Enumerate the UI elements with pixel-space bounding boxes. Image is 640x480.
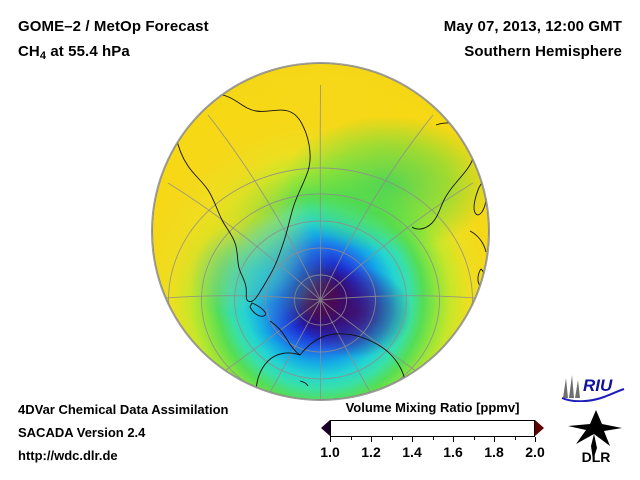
colorbar-title: Volume Mixing Ratio [ppmv] bbox=[345, 400, 520, 415]
colorbar-minor-tick bbox=[473, 437, 475, 440]
colorbar-extend-low-arrow bbox=[321, 420, 330, 436]
graticule-grid bbox=[152, 84, 489, 400]
colorbar-ticks bbox=[330, 437, 536, 442]
colorbar-tick-labels: 1.0 1.2 1.4 1.6 1.8 2.0 bbox=[320, 444, 544, 462]
species-subscript: 4 bbox=[39, 50, 47, 62]
dlr-logo-text: DLR bbox=[582, 449, 611, 464]
colorbar-tick-label: 1.2 bbox=[361, 444, 381, 460]
colorbar-minor-tick bbox=[432, 437, 434, 440]
footer-version: SACADA Version 2.4 bbox=[18, 425, 146, 440]
footer-url[interactable]: http://wdc.dlr.de bbox=[18, 448, 118, 463]
riu-logo-text: RIU bbox=[583, 376, 613, 395]
colorbar-tick-label: 1.6 bbox=[443, 444, 463, 460]
coastlines bbox=[174, 92, 487, 400]
colorbar-tick-label: 2.0 bbox=[525, 444, 545, 460]
colorbar-gradient bbox=[330, 420, 535, 437]
colorbar-extend-high-arrow bbox=[535, 420, 544, 436]
colorbar-tick-label: 1.8 bbox=[484, 444, 504, 460]
colorbar-major-tick bbox=[494, 437, 495, 442]
colorbar-minor-tick bbox=[514, 437, 516, 440]
instrument-title: GOME–2 / MetOp Forecast bbox=[18, 18, 209, 35]
colorbar-minor-tick bbox=[350, 437, 352, 440]
globe-disc bbox=[152, 63, 489, 400]
dlr-logo: DLR bbox=[568, 410, 622, 464]
region-label: Southern Hemisphere bbox=[464, 43, 622, 60]
colorbar-minor-tick bbox=[391, 437, 393, 440]
colorbar-major-tick bbox=[453, 437, 454, 442]
colorbar-major-tick bbox=[412, 437, 413, 442]
colorbar-major-tick bbox=[535, 437, 536, 442]
colorbar-tick-label: 1.4 bbox=[402, 444, 422, 460]
globe-map bbox=[152, 63, 489, 400]
riu-logo: RIU bbox=[561, 375, 625, 402]
species-level: at 55.4 hPa bbox=[46, 43, 130, 60]
datetime-label: May 07, 2013, 12:00 GMT bbox=[443, 18, 622, 35]
colorbar-major-tick bbox=[330, 437, 331, 442]
footer-method: 4DVar Chemical Data Assimilation bbox=[18, 402, 229, 417]
colorbar-major-tick bbox=[371, 437, 372, 442]
species-level-title: CH4 at 55.4 hPa bbox=[18, 43, 130, 62]
colorbar bbox=[321, 420, 544, 437]
species-prefix: CH bbox=[18, 43, 40, 60]
colorbar-tick-label: 1.0 bbox=[320, 444, 340, 460]
